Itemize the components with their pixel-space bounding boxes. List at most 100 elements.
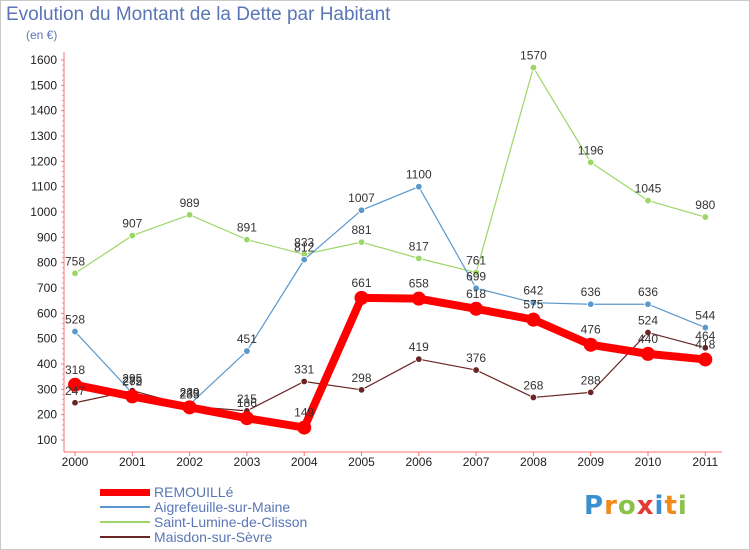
x-tick-label: 2005 bbox=[348, 455, 375, 469]
legend-swatch bbox=[100, 521, 150, 523]
data-point bbox=[71, 327, 79, 336]
data-point bbox=[297, 420, 312, 435]
data-label: 288 bbox=[581, 373, 601, 387]
data-point bbox=[587, 158, 595, 167]
data-label: 419 bbox=[409, 340, 429, 354]
legend-item: Maisdon-sur-Sèvre bbox=[100, 529, 360, 545]
x-tick-label: 2009 bbox=[577, 455, 604, 469]
y-tick-label: 300 bbox=[37, 382, 57, 396]
data-label: 989 bbox=[180, 196, 200, 210]
chart-title: Evolution du Montant de la Dette par Hab… bbox=[6, 4, 391, 25]
data-point bbox=[411, 291, 426, 306]
data-label: 524 bbox=[638, 314, 658, 328]
data-label: 268 bbox=[523, 378, 543, 392]
data-label: 636 bbox=[638, 285, 658, 299]
legend-item: Aigrefeuille-sur-Maine bbox=[100, 499, 360, 515]
x-tick-label: 2002 bbox=[176, 455, 203, 469]
data-point bbox=[185, 211, 194, 219]
data-label: 295 bbox=[122, 372, 142, 386]
data-label: 186 bbox=[237, 396, 257, 410]
x-tick-label: 2003 bbox=[234, 455, 261, 469]
data-point bbox=[71, 399, 79, 407]
data-point bbox=[415, 254, 423, 263]
data-point bbox=[472, 366, 480, 374]
data-label: 233 bbox=[180, 387, 200, 401]
x-tick-label: 2007 bbox=[463, 455, 490, 469]
data-label: 575 bbox=[523, 298, 543, 312]
y-tick-label: 1400 bbox=[30, 104, 57, 118]
data-label: 440 bbox=[638, 332, 658, 346]
data-label: 642 bbox=[523, 284, 543, 298]
legend-swatch bbox=[100, 506, 150, 508]
data-label: 833 bbox=[294, 235, 314, 249]
proxiti-logo: Proxiti bbox=[584, 491, 688, 521]
data-point bbox=[415, 182, 423, 191]
data-label: 376 bbox=[466, 351, 486, 365]
x-tick-label: 2001 bbox=[119, 455, 146, 469]
y-tick-label: 1000 bbox=[30, 205, 57, 219]
data-point bbox=[701, 344, 709, 352]
data-label: 636 bbox=[581, 285, 601, 299]
data-point bbox=[357, 386, 366, 394]
data-point bbox=[701, 213, 709, 221]
y-tick-label: 400 bbox=[37, 357, 57, 371]
data-label: 247 bbox=[65, 384, 85, 398]
data-label: 215 bbox=[237, 392, 257, 406]
data-point bbox=[357, 238, 366, 246]
data-point bbox=[300, 377, 308, 386]
data-point bbox=[644, 328, 652, 337]
data-point bbox=[529, 298, 538, 307]
legend-item: Saint-Lumine-de-Clisson bbox=[100, 514, 360, 530]
legend-label: REMOUILLé bbox=[154, 484, 234, 500]
legend-swatch bbox=[100, 489, 150, 496]
data-label: 761 bbox=[466, 254, 486, 268]
data-label: 331 bbox=[294, 362, 314, 376]
data-point bbox=[239, 411, 254, 426]
legend-label: Aigrefeuille-sur-Maine bbox=[154, 499, 291, 515]
data-label: 980 bbox=[695, 198, 715, 212]
data-label: 817 bbox=[409, 239, 429, 253]
data-point bbox=[583, 337, 598, 352]
data-point bbox=[128, 231, 136, 240]
data-label: 298 bbox=[351, 371, 371, 385]
data-point bbox=[644, 196, 652, 205]
data-label: 149 bbox=[294, 406, 314, 420]
data-label: 1100 bbox=[406, 168, 432, 182]
data-label: 618 bbox=[466, 287, 486, 301]
legend-label: Saint-Lumine-de-Clisson bbox=[154, 514, 308, 530]
y-tick-label: 200 bbox=[37, 408, 57, 422]
y-tick-label: 1600 bbox=[30, 53, 57, 67]
y-tick-label: 1100 bbox=[31, 180, 57, 194]
data-point bbox=[243, 235, 251, 244]
data-label: 451 bbox=[237, 332, 257, 346]
data-point bbox=[469, 301, 484, 316]
data-label: 544 bbox=[695, 309, 715, 323]
data-point bbox=[354, 290, 369, 305]
y-tick-label: 100 bbox=[37, 433, 57, 447]
data-point bbox=[529, 393, 538, 402]
data-label: 907 bbox=[122, 217, 142, 231]
data-point bbox=[182, 400, 197, 415]
legend-swatch bbox=[100, 536, 150, 538]
data-label: 418 bbox=[695, 337, 715, 351]
data-point bbox=[71, 269, 79, 278]
data-label: 1007 bbox=[348, 191, 375, 205]
data-point bbox=[472, 284, 480, 292]
data-label: 318 bbox=[65, 363, 85, 377]
y-tick-label: 900 bbox=[37, 230, 57, 244]
data-label: 812 bbox=[294, 241, 314, 255]
data-label: 476 bbox=[581, 323, 601, 337]
x-tick-label: 2008 bbox=[520, 455, 547, 469]
data-label: 1570 bbox=[520, 49, 547, 63]
x-tick-label: 2004 bbox=[291, 455, 318, 469]
data-point bbox=[243, 347, 251, 355]
y-tick-label: 1200 bbox=[30, 154, 57, 168]
x-tick-label: 2000 bbox=[62, 455, 89, 469]
y-tick-label: 1500 bbox=[30, 78, 57, 92]
data-point bbox=[529, 63, 538, 72]
x-tick-label: 2011 bbox=[692, 455, 718, 469]
data-label: 464 bbox=[695, 329, 715, 343]
data-point bbox=[415, 355, 423, 363]
data-label: 658 bbox=[409, 277, 429, 291]
